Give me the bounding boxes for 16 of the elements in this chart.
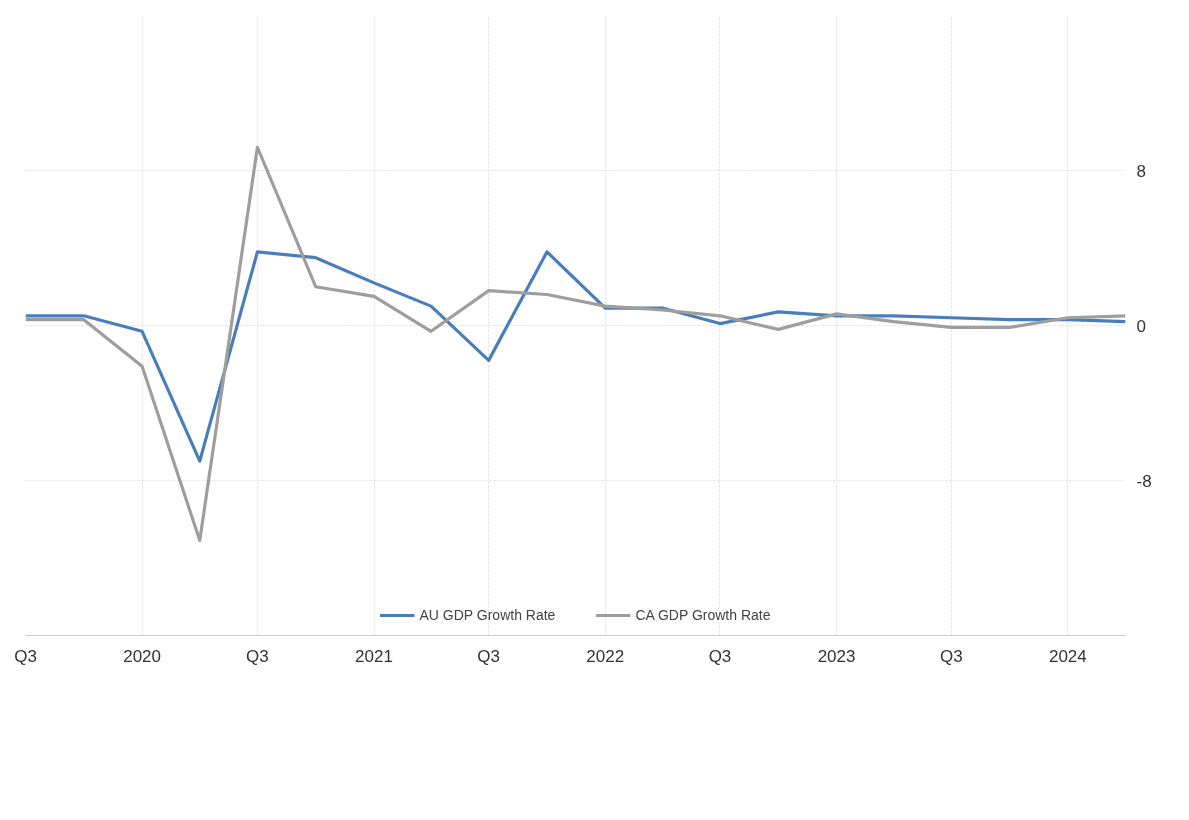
- x-tick-label: 2021: [355, 646, 393, 666]
- x-tick-label: Q3: [14, 646, 37, 666]
- line-series: [25, 145, 1126, 543]
- x-tick-label: Q3: [708, 646, 732, 666]
- x-tick-label: 2023: [817, 646, 856, 666]
- legend-label: AU GDP Growth Rate: [419, 607, 556, 623]
- x-tick-label: 2020: [123, 646, 162, 666]
- y-tick-label: 0: [1136, 316, 1146, 336]
- x-tick-label: Q3: [477, 646, 501, 666]
- y-tick-label: 8: [1136, 161, 1146, 181]
- x-tick-label: 2024: [1048, 646, 1087, 666]
- y-tick-label: -8: [1136, 471, 1152, 491]
- x-tick-label: Q3: [246, 646, 269, 666]
- x-tick-label: Q3: [939, 646, 963, 666]
- x-tick-label: 2022: [586, 646, 625, 666]
- legend-label: CA GDP Growth Rate: [635, 607, 771, 623]
